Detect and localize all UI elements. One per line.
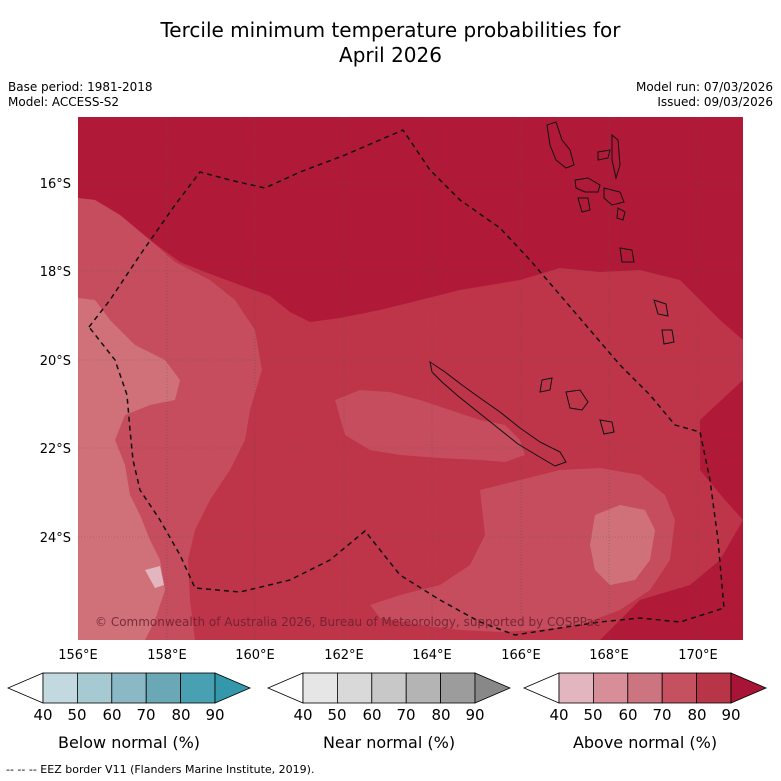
tick: 90 <box>465 706 485 724</box>
above-normal-label: Above normal (%) <box>572 733 718 752</box>
tick: 60 <box>362 706 382 724</box>
tick: 40 <box>293 706 313 724</box>
colorbar-segment <box>627 672 663 704</box>
tick: 60 <box>618 706 638 724</box>
lon-label: 158°E <box>147 648 187 663</box>
above-60-region-west <box>78 298 180 640</box>
colorbar-segment <box>440 672 476 704</box>
colorbars <box>6 672 768 704</box>
tick: 50 <box>327 706 347 724</box>
colorbar-segment <box>145 672 181 704</box>
tick: 40 <box>33 706 53 724</box>
above-70-region-central <box>335 390 525 462</box>
lat-label: 16°S <box>40 177 71 192</box>
above-40-blob <box>145 566 164 588</box>
tick: 70 <box>652 706 672 724</box>
meta-left: Base period: 1981-2018 Model: ACCESS-S2 <box>8 80 153 110</box>
tick: 40 <box>549 706 569 724</box>
colorbar-extend-low <box>522 672 560 704</box>
tick: 50 <box>583 706 603 724</box>
colorbar-extend-high <box>474 672 512 704</box>
base-period: Base period: 1981-2018 <box>8 80 153 94</box>
colorbar-segment <box>77 672 113 704</box>
above-90-region-se <box>600 520 743 640</box>
lat-label: 22°S <box>40 442 71 457</box>
issued-date: Issued: 09/03/2026 <box>657 95 773 109</box>
map-fill-layer <box>78 117 743 640</box>
colorbar-extend-low <box>266 672 304 704</box>
lon-label: 156°E <box>58 648 98 663</box>
vanuatu-islands <box>546 121 675 345</box>
meta-right: Model run: 07/03/2026 Issued: 09/03/2026 <box>636 80 773 110</box>
tick: 60 <box>102 706 122 724</box>
eez-border <box>88 129 725 636</box>
below-normal-label: Below normal (%) <box>57 733 201 752</box>
near-normal-label: Near normal (%) <box>322 733 456 752</box>
colorbar-segment <box>371 672 407 704</box>
colorbar-segment <box>696 672 732 704</box>
tick: 50 <box>67 706 87 724</box>
grid-lines <box>78 117 743 640</box>
lon-label: 168°E <box>589 648 629 663</box>
model-name: Model: ACCESS-S2 <box>8 95 120 109</box>
lat-label: 20°S <box>40 354 71 369</box>
tick: 80 <box>687 706 707 724</box>
map-title: Tercile minimum temperature probabilitie… <box>0 18 781 68</box>
lon-label: 166°E <box>501 648 541 663</box>
above-70-region-south <box>370 468 675 632</box>
lon-axis-labels: 156°E 158°E 160°E 162°E 164°E 166°E 168°… <box>58 648 718 663</box>
above-80-blob-2 <box>264 538 290 565</box>
loyalty-islands <box>539 377 615 435</box>
colorbar-extend-low <box>6 672 44 704</box>
lon-label: 170°E <box>678 648 718 663</box>
colorbar-segment <box>111 672 147 704</box>
colorbar-segment <box>42 672 78 704</box>
tick: 90 <box>205 706 225 724</box>
lon-label: 164°E <box>412 648 452 663</box>
above-80-blob <box>295 512 322 536</box>
lat-label: 24°S <box>40 531 71 546</box>
lat-label: 18°S <box>40 265 71 280</box>
new-caledonia-island <box>429 360 567 467</box>
colorbar-segment <box>405 672 442 704</box>
colorbar-segment <box>336 672 373 704</box>
above-60-region-se <box>590 505 655 585</box>
title-line-2: April 2026 <box>339 43 442 67</box>
lon-label: 160°E <box>235 648 275 663</box>
colorbar-extend-high <box>730 672 768 704</box>
colorbar-segment <box>180 672 216 704</box>
colorbar-segment <box>558 672 594 704</box>
colorbar-segment <box>661 672 698 704</box>
above-90-region <box>78 117 743 520</box>
lat-axis-labels: 16°S 18°S 20°S 22°S 24°S <box>40 177 71 546</box>
copyright-text: © Commonwealth of Australia 2026, Bureau… <box>95 615 600 629</box>
colorbar-extend-high <box>214 672 252 704</box>
tick: 90 <box>721 706 741 724</box>
colorbar-segment <box>302 672 338 704</box>
colorbar-segment <box>593 672 629 704</box>
tick: 70 <box>396 706 416 724</box>
tick: 80 <box>171 706 191 724</box>
title-line-1: Tercile minimum temperature probabilitie… <box>160 18 621 42</box>
model-run: Model run: 07/03/2026 <box>635 80 773 94</box>
lon-label: 162°E <box>324 648 364 663</box>
eez-footnote: -- -- -- EEZ border V11 (Flanders Marine… <box>6 763 315 776</box>
tick: 70 <box>136 706 156 724</box>
tick: 80 <box>431 706 451 724</box>
